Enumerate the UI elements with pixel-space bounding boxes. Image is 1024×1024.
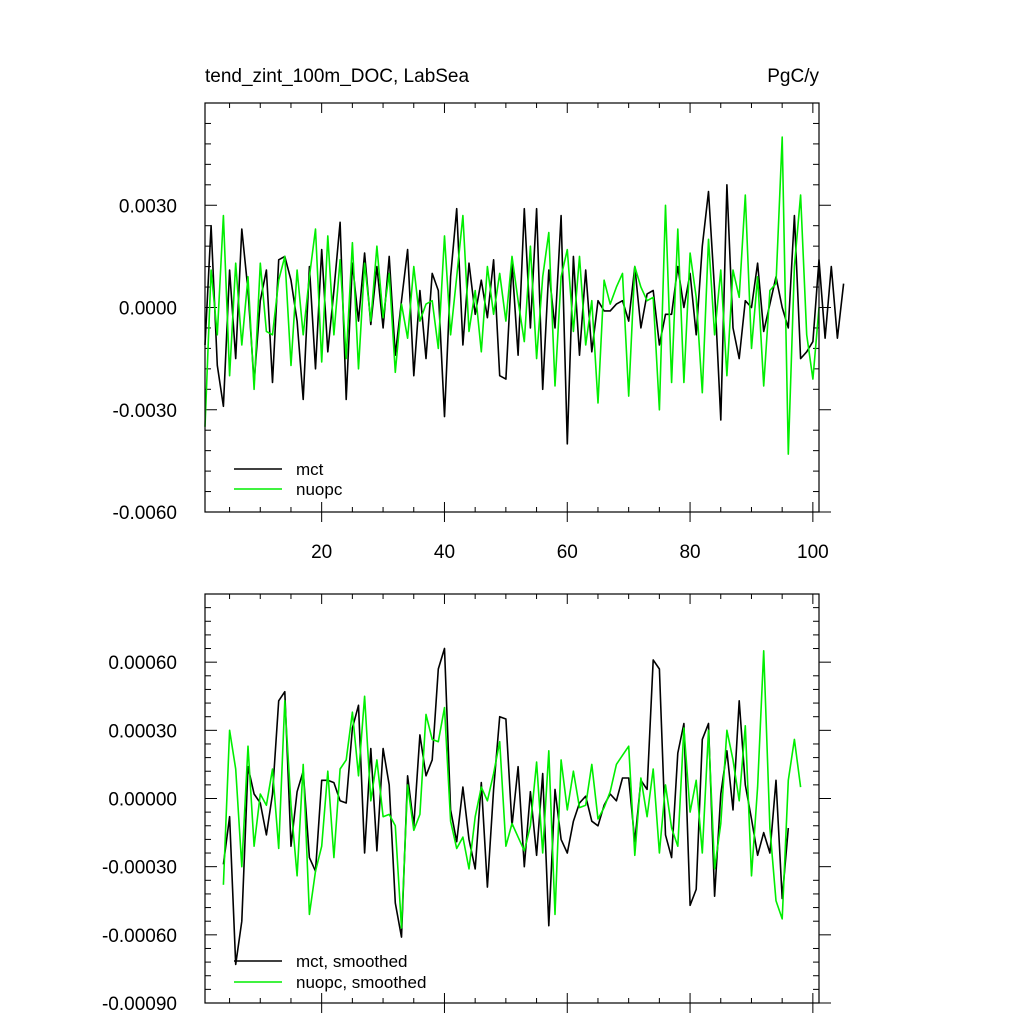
top-chart-legend: mct nuopc <box>234 460 343 499</box>
bottom-chart-frame <box>204 593 820 1004</box>
bottom-chart-ticks: -0.00090 -0.00060 -0.00030 0.00000 0.00030 0.… <box>102 594 831 1015</box>
x-tick-label: 60 <box>557 542 578 563</box>
top-chart-title: tend_zint_100m_DOC, LabSea <box>205 66 469 87</box>
bottom-chart-panel: -0.00090 -0.00060 -0.00030 0.00000 0.00030 0.… <box>102 593 831 1015</box>
series-line-nuopc <box>204 136 820 455</box>
legend-label-nuopc: nuopc <box>296 480 343 499</box>
series-line-nuopc-smoothed <box>222 649 802 929</box>
y-tick-label: 0.0030 <box>119 196 177 217</box>
legend-label-mct-smoothed: mct, smoothed <box>296 952 408 971</box>
top-chart-series <box>204 136 845 455</box>
y-tick-label: -0.00090 <box>102 994 177 1015</box>
y-tick-label: 0.00060 <box>108 653 177 674</box>
y-tick-label: 0.00000 <box>108 790 177 811</box>
bottom-chart-legend: mct, smoothed nuopc, smoothed <box>234 952 426 992</box>
x-tick-label: 20 <box>311 542 332 563</box>
y-tick-label: 0.0000 <box>119 299 177 320</box>
y-tick-label: -0.00030 <box>102 858 177 879</box>
y-tick-label: -0.0060 <box>113 503 177 524</box>
series-line-mct <box>204 184 845 445</box>
x-tick-label: 100 <box>797 542 829 563</box>
top-chart-frame <box>204 102 820 513</box>
bottom-chart-series <box>222 647 802 966</box>
y-tick-label: -0.00060 <box>102 926 177 947</box>
series-line-mct-smoothed <box>222 647 790 966</box>
x-tick-label: 80 <box>679 542 700 563</box>
y-tick-label: 0.00030 <box>108 721 177 742</box>
legend-label-nuopc-smoothed: nuopc, smoothed <box>296 973 426 992</box>
legend-label-mct: mct <box>296 460 324 479</box>
x-tick-label: 40 <box>434 542 455 563</box>
y-tick-label: -0.0030 <box>113 401 177 422</box>
top-chart-panel: tend_zint_100m_DOC, LabSea PgC/y 20 40 60 8… <box>113 66 845 563</box>
top-chart-units: PgC/y <box>767 66 819 87</box>
top-chart-ticks: 20 40 60 80 100 -0.0060 -0.0030 0.0000 0.0030 <box>113 103 831 563</box>
